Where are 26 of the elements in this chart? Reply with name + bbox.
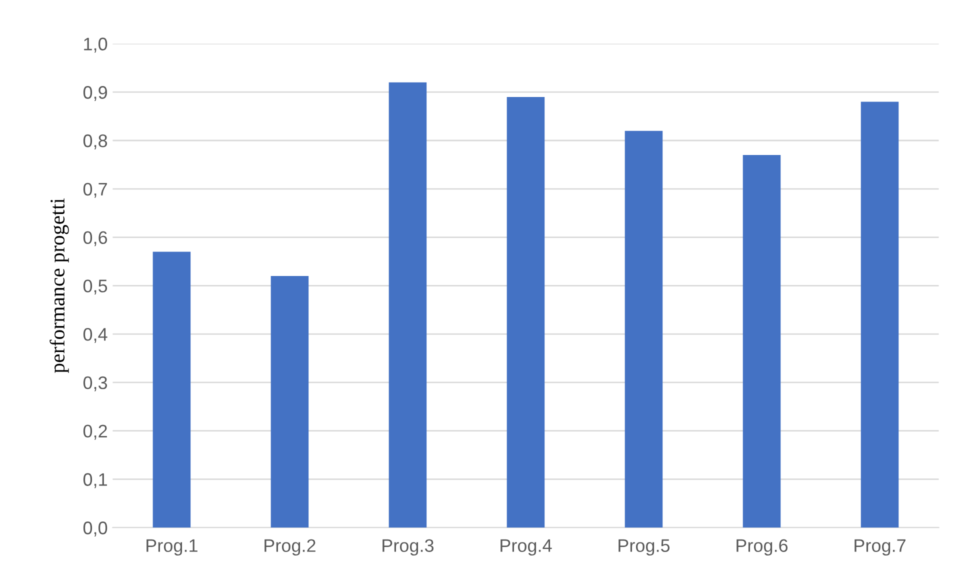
bar — [270, 276, 309, 528]
bar — [506, 96, 545, 528]
x-tick-label: Prog.2 — [264, 539, 316, 556]
y-tick-label: 0,5 — [83, 280, 108, 295]
bar — [624, 130, 663, 528]
y-tick-label: 0,4 — [83, 328, 108, 343]
bar — [742, 155, 781, 528]
bar — [388, 82, 427, 528]
x-tick-label: Prog.7 — [854, 539, 906, 556]
x-tick-label: Prog.3 — [382, 539, 434, 556]
y-tick-label: 0,1 — [83, 473, 107, 488]
x-tick-label: Prog.6 — [736, 539, 788, 556]
y-tick-label: 0,7 — [83, 182, 107, 198]
y-tick-label: 0,3 — [83, 376, 108, 392]
y-axis-title: performance progetti — [50, 198, 69, 373]
bar — [860, 102, 899, 528]
x-tick-label: Prog.5 — [618, 539, 670, 556]
bar — [152, 252, 191, 528]
y-tick-label: 0,2 — [83, 424, 107, 440]
x-tick-label: Prog.4 — [500, 539, 552, 556]
y-tick-label: 0,0 — [83, 522, 108, 536]
y-tick-label: 0,6 — [83, 231, 108, 246]
y-tick-label: 0,8 — [83, 134, 108, 150]
x-tick-label: Prog.1 — [146, 539, 198, 556]
y-tick-label: 0,9 — [83, 86, 107, 101]
y-tick-label: 1,0 — [84, 38, 108, 53]
